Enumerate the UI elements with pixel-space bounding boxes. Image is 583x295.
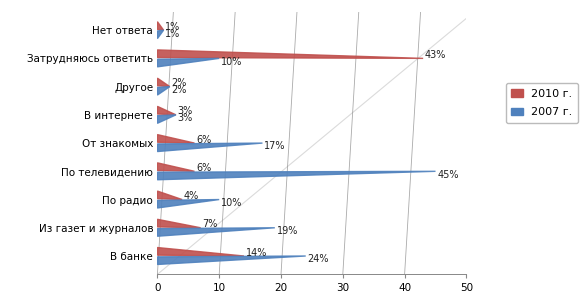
- Text: 6%: 6%: [196, 135, 212, 145]
- Polygon shape: [157, 143, 262, 152]
- Text: 10%: 10%: [221, 198, 243, 208]
- Text: 4%: 4%: [184, 191, 199, 201]
- Text: 45%: 45%: [437, 170, 459, 180]
- Text: 14%: 14%: [246, 248, 267, 258]
- Text: 3%: 3%: [178, 106, 193, 117]
- Text: 19%: 19%: [277, 226, 298, 236]
- Polygon shape: [157, 78, 170, 87]
- Polygon shape: [157, 171, 436, 180]
- Text: 17%: 17%: [264, 142, 286, 151]
- Text: 7%: 7%: [202, 219, 218, 230]
- Polygon shape: [157, 50, 423, 58]
- Polygon shape: [157, 191, 182, 199]
- Legend: 2010 г., 2007 г.: 2010 г., 2007 г.: [506, 83, 578, 123]
- Polygon shape: [157, 115, 176, 123]
- Polygon shape: [157, 199, 219, 208]
- Polygon shape: [157, 30, 164, 39]
- Polygon shape: [157, 256, 305, 265]
- Polygon shape: [157, 228, 275, 236]
- Polygon shape: [157, 106, 176, 115]
- Text: 6%: 6%: [196, 163, 212, 173]
- Polygon shape: [157, 87, 170, 95]
- Polygon shape: [157, 163, 195, 171]
- Text: 43%: 43%: [425, 50, 447, 60]
- Polygon shape: [157, 58, 219, 67]
- Text: 1%: 1%: [166, 22, 181, 32]
- Text: 3%: 3%: [178, 113, 193, 123]
- Text: 2%: 2%: [171, 78, 187, 88]
- Polygon shape: [157, 248, 244, 256]
- Polygon shape: [157, 135, 195, 143]
- Text: 10%: 10%: [221, 57, 243, 67]
- Polygon shape: [157, 219, 201, 228]
- Text: 2%: 2%: [171, 85, 187, 95]
- Text: 1%: 1%: [166, 29, 181, 39]
- Polygon shape: [157, 22, 164, 30]
- Text: 24%: 24%: [308, 254, 329, 264]
